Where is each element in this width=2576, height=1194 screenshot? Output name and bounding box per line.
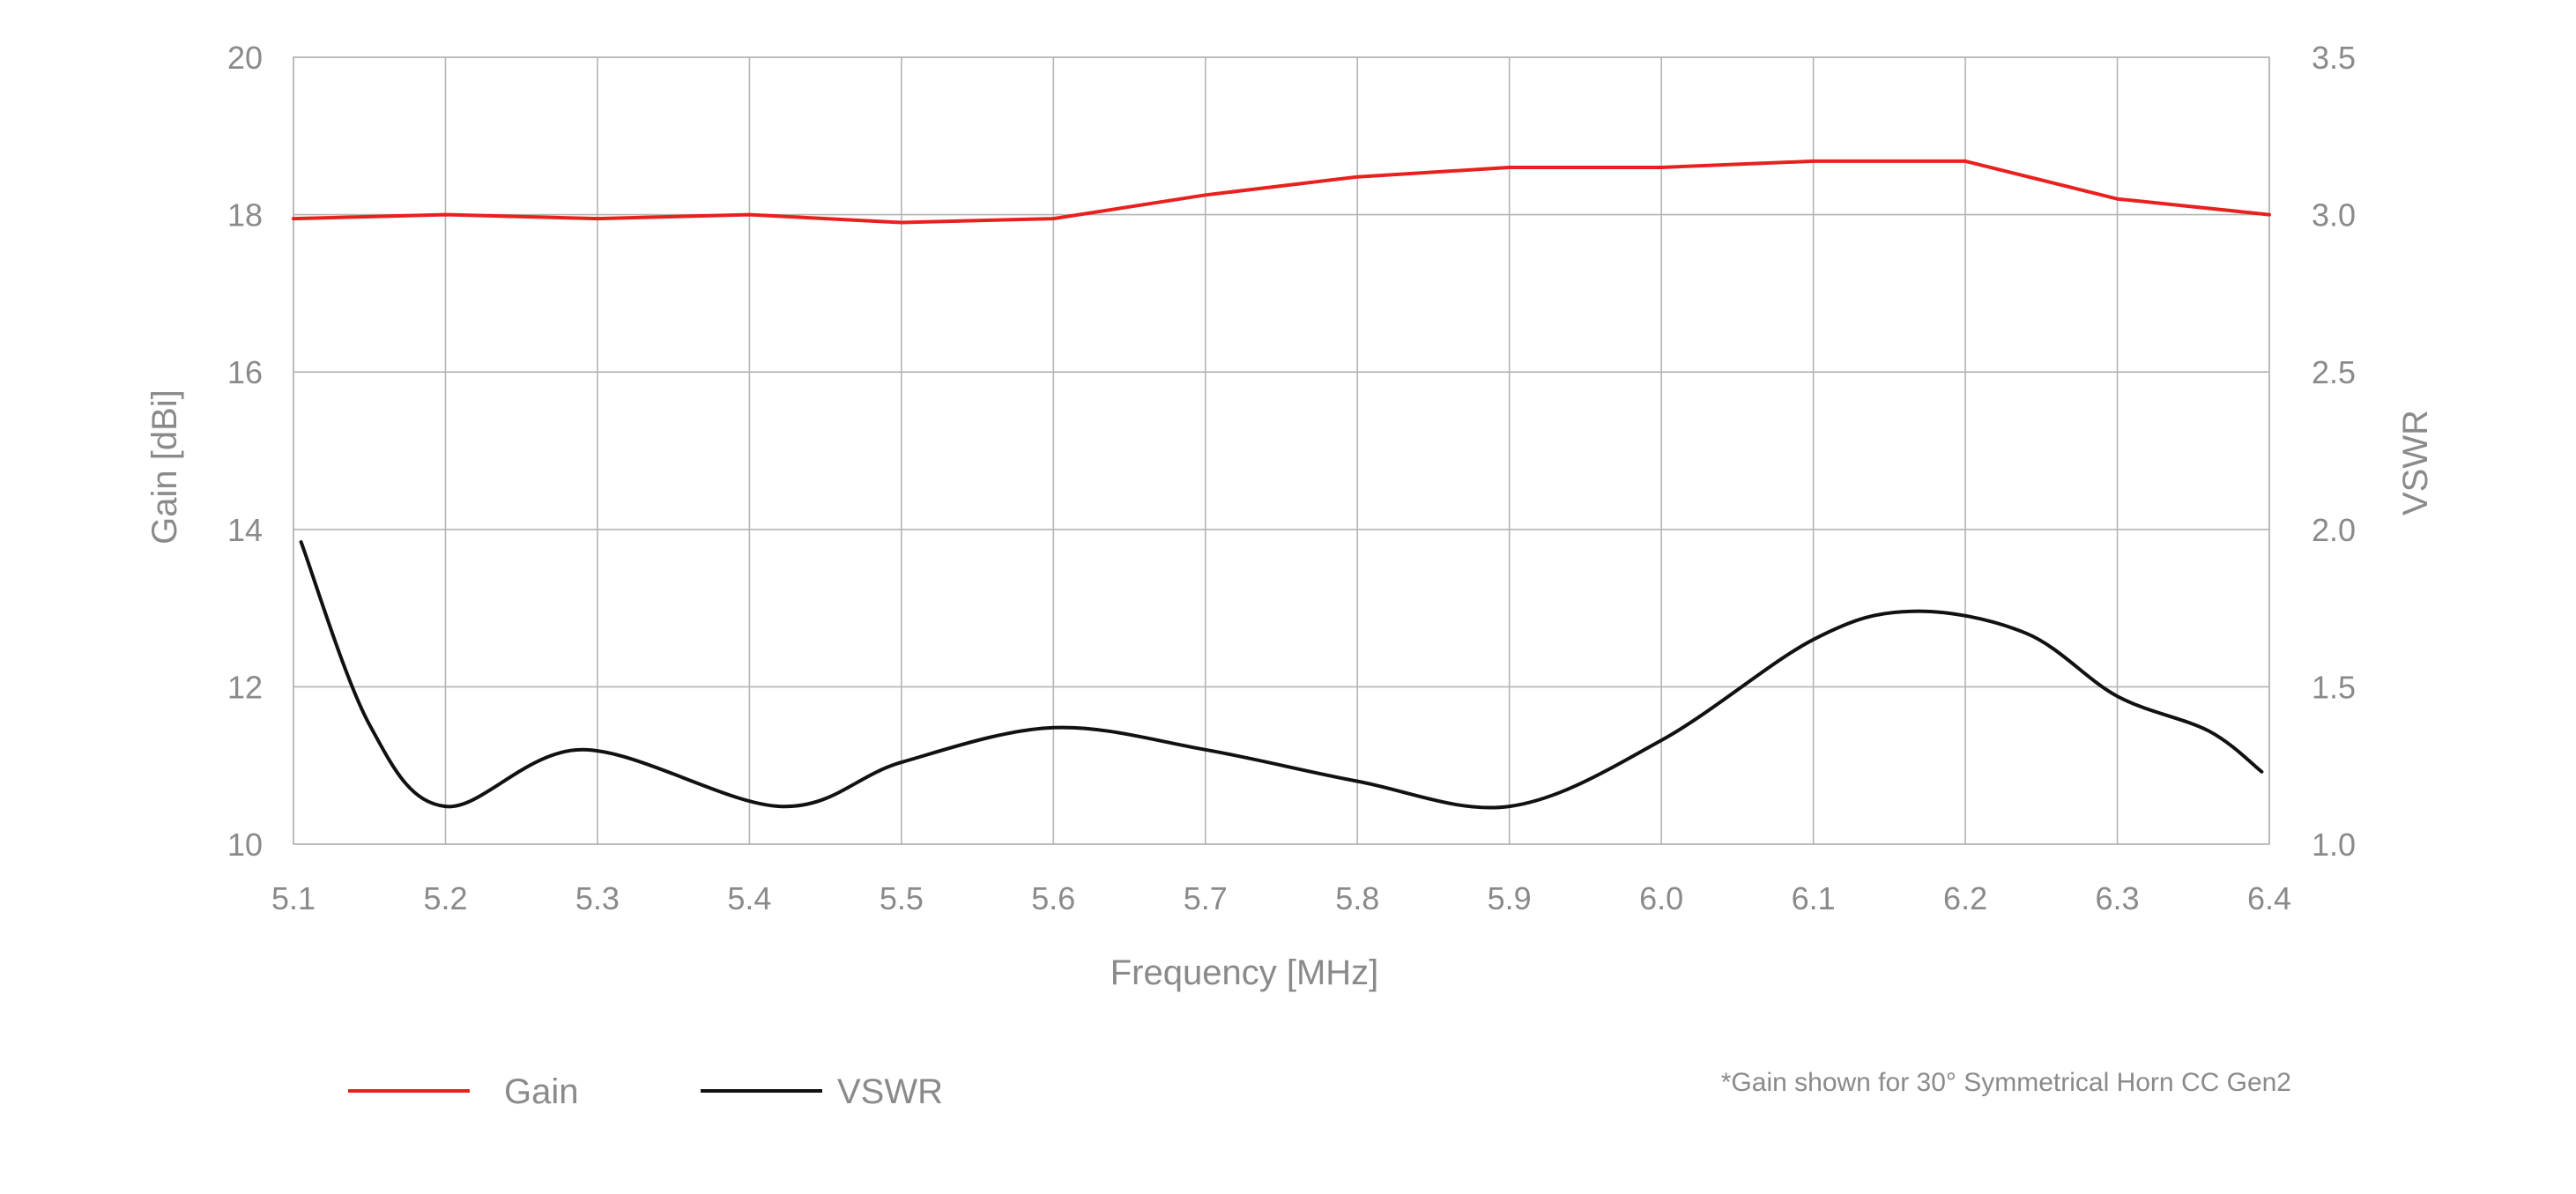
y-tick-label: 14 [227,512,263,548]
x-tick-label: 6.3 [2096,880,2140,916]
x-tick-label: 6.4 [2247,880,2291,916]
y-tick-label: 10 [227,827,263,863]
x-tick-label: 5.6 [1031,880,1075,916]
plot-area-border [293,56,2270,845]
legend: Gain VSWR [348,1072,943,1111]
x-tick-label: 6.2 [1943,880,1987,916]
y2-tick-label: 1.5 [2312,669,2356,705]
series-line-vswr [299,540,2264,810]
y-tick-label: 12 [227,669,263,705]
series-layer [292,159,2271,810]
y-tick-label: 20 [227,40,263,76]
chart-footnote: *Gain shown for 30° Symmetrical Horn CC … [1721,1068,2291,1097]
y2-tick-label: 2.5 [2312,354,2356,390]
y2-tick-label: 1.0 [2312,827,2356,863]
legend-label-vswr: VSWR [837,1072,943,1111]
x-tick-label: 5.1 [271,880,316,916]
legend-label-gain: Gain [504,1072,579,1111]
series-line-gain [292,159,2271,225]
x-tick-label: 5.9 [1488,880,1532,916]
x-tick-label: 6.1 [1792,880,1836,916]
y-tick-label: 18 [227,197,263,234]
y-axis-left-ticks: 10 12 14 16 18 20 [227,40,263,863]
y-axis-left-title: Gain [dBi] [145,389,184,545]
y-axis-right-ticks: 1.0 1.5 2.0 2.5 3.0 3.5 [2312,40,2356,863]
y2-tick-label: 3.0 [2312,197,2356,234]
y2-tick-label: 3.5 [2312,40,2356,76]
x-tick-label: 5.4 [727,880,771,916]
x-tick-label: 5.3 [575,880,620,916]
x-axis-ticks: 5.1 5.2 5.3 5.4 5.5 5.6 5.7 5.8 5.9 6.0 6.1 6.2 6.3 6… [271,880,2291,916]
x-tick-label: 5.5 [880,880,924,916]
y-tick-label: 16 [227,354,263,390]
y2-tick-label: 2.0 [2312,512,2356,548]
x-tick-label: 6.0 [1639,880,1683,916]
x-tick-label: 5.2 [423,880,467,916]
x-tick-label: 5.8 [1335,880,1379,916]
x-tick-label: 5.7 [1184,880,1228,916]
y-axis-right-title: VSWR [2396,410,2435,515]
x-axis-title: Frequency [MHz] [1110,953,1379,992]
